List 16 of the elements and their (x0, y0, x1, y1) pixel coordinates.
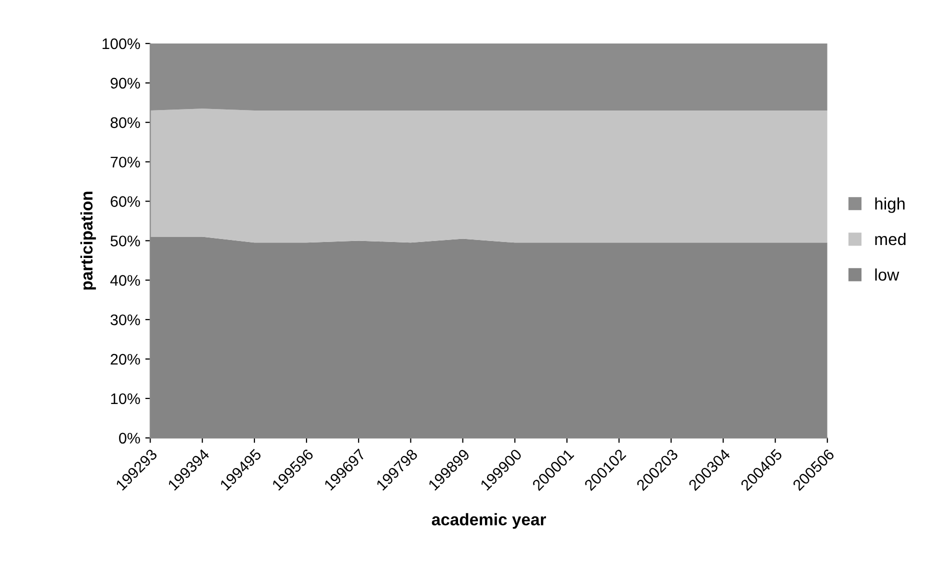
y-tick-label: 30% (110, 314, 140, 326)
y-tick-label: 90% (110, 78, 140, 89)
y-tick-label: 40% (110, 275, 140, 286)
y-tick-label: 80% (110, 117, 140, 128)
y-tick-label: 70% (110, 156, 140, 168)
y-tick-label: 100% (102, 38, 140, 50)
y-tick-label: 50% (110, 236, 140, 246)
legend-label: med (875, 232, 906, 246)
y-tick-label: 20% (110, 354, 140, 365)
legend-label: low (875, 268, 900, 281)
x-axis-title: academic year (432, 513, 546, 529)
y-tick-label: 0% (119, 432, 140, 444)
y-axis-title: participation (80, 192, 96, 290)
legend-label: high (875, 197, 905, 213)
y-tick-label: 10% (111, 393, 140, 404)
y-tick-label: 60% (110, 196, 140, 207)
